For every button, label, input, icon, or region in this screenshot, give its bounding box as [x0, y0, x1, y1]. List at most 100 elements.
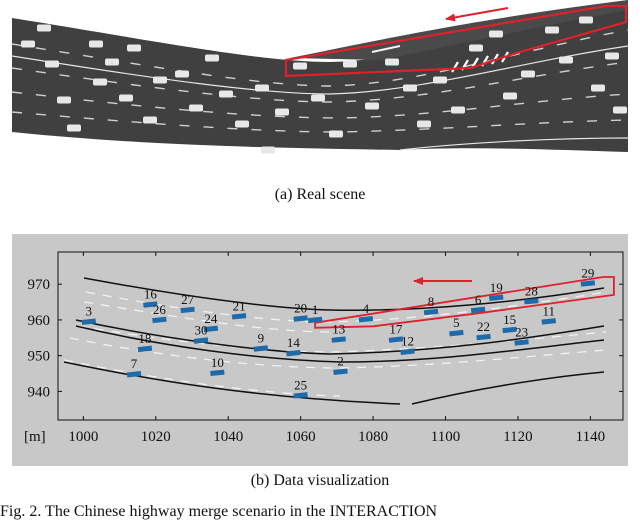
vehicle-label-30: 30 [195, 323, 208, 338]
vehicle-label-11: 11 [542, 303, 555, 318]
vehicle-box-25 [293, 392, 308, 399]
car-7 [105, 58, 119, 66]
vehicle-box-9 [253, 345, 269, 352]
car-34 [545, 26, 559, 34]
vehicle-label-1: 1 [312, 302, 319, 317]
x-tick-label-2: 1040 [213, 429, 243, 445]
lane-dashes [63, 291, 607, 397]
x-tick-label-3: 1060 [286, 429, 316, 445]
vehicle-box-16 [143, 301, 158, 308]
vehicle-label-6: 6 [475, 292, 482, 307]
road-boundaries [63, 277, 605, 405]
vehicle-box-28 [524, 298, 539, 305]
vehicle-6: 6 [470, 292, 486, 314]
vehicle-label-3: 3 [86, 304, 93, 319]
road-edge-lines [12, 45, 628, 151]
vehicle-14: 14 [286, 335, 301, 357]
vehicle-label-9: 9 [258, 331, 265, 346]
car-17 [255, 84, 269, 92]
road-arrow-marking [371, 45, 401, 53]
vehicle-label-22: 22 [477, 319, 490, 334]
car-24 [365, 102, 379, 110]
car-4 [67, 124, 81, 132]
car-16 [235, 120, 249, 128]
vehicle-label-7: 7 [131, 356, 138, 371]
car-11 [153, 76, 167, 84]
vehicle-17: 17 [388, 322, 404, 343]
vehicle-label-12: 12 [401, 334, 414, 349]
y-tick-label-3: 970 [28, 277, 51, 293]
car-3 [57, 96, 71, 104]
car-26 [403, 84, 417, 92]
vehicle-box-30 [193, 337, 209, 344]
vehicle-box-15 [502, 326, 517, 334]
car-23 [343, 60, 357, 68]
merge-region-highlight-plot [314, 276, 615, 329]
x-tick-label-5: 1100 [431, 429, 460, 445]
vehicle-box-24 [203, 325, 219, 333]
driving-direction-arrow [445, 7, 509, 22]
caption-real-scene: (a) Real scene [274, 186, 366, 203]
vehicle-20: 20 [293, 300, 308, 322]
car-20 [293, 62, 307, 70]
plot-frame [57, 251, 624, 421]
car-12 [175, 70, 189, 78]
vehicle-9: 9 [253, 331, 269, 352]
x-tick-label-0: 1000 [68, 429, 98, 445]
vehicle-label-29: 29 [581, 265, 594, 280]
vehicle-24: 24 [203, 311, 219, 333]
car-39 [613, 106, 627, 114]
vehicle-box-3 [81, 318, 97, 325]
car-19 [275, 108, 289, 116]
vehicle-2: 2 [333, 354, 348, 375]
vehicle-8: 8 [423, 294, 439, 316]
vehicle-box-26 [152, 316, 167, 324]
car-37 [591, 84, 605, 92]
caption-data-visualization: (b) Data visualization [250, 472, 390, 489]
vehicle-15: 15 [502, 312, 517, 334]
car-36 [579, 16, 593, 24]
vehicle-box-1 [307, 316, 323, 324]
vehicle-box-8 [423, 308, 439, 316]
vehicle-label-17: 17 [389, 322, 403, 337]
vehicle-label-18: 18 [138, 331, 151, 346]
vehicle-12: 12 [400, 334, 415, 355]
car-32 [503, 92, 517, 100]
vehicle-10: 10 [210, 355, 225, 377]
x-tick-label-6: 1120 [503, 429, 532, 445]
vehicle-21: 21 [231, 298, 247, 320]
vehicle-box-4 [358, 315, 374, 323]
real-scene-photo [12, 0, 628, 160]
car-21 [311, 94, 325, 102]
vehicle-box-18 [137, 345, 153, 353]
vehicle-box-19 [489, 294, 504, 301]
vehicle-box-17 [388, 336, 404, 343]
vehicle-box-13 [331, 336, 346, 343]
vehicle-18: 18 [137, 331, 153, 353]
vehicle-16: 16 [143, 287, 158, 308]
vehicle-box-23 [514, 339, 529, 346]
plot-background [12, 234, 628, 466]
vehicle-box-22 [476, 333, 491, 341]
vehicle-26: 26 [152, 302, 167, 324]
vehicle-box-5 [449, 329, 464, 337]
car-15 [219, 90, 233, 98]
vehicle-box-20 [293, 315, 308, 322]
car-0 [21, 40, 35, 48]
car-14 [205, 54, 219, 62]
vehicle-box-29 [580, 280, 596, 287]
vehicle-label-16: 16 [144, 287, 158, 302]
y-tick-label-0: 940 [28, 384, 51, 400]
car-33 [521, 70, 535, 78]
vehicle-7: 7 [126, 356, 142, 378]
vehicle-box-10 [210, 369, 225, 377]
vehicle-box-27 [180, 306, 195, 314]
vehicle-label-8: 8 [428, 294, 435, 309]
vehicle-box-7 [126, 371, 142, 378]
vehicle-label-23: 23 [515, 324, 528, 339]
vehicle-box-21 [231, 313, 247, 320]
vehicle-label-13: 13 [332, 322, 345, 337]
car-27 [417, 120, 431, 128]
